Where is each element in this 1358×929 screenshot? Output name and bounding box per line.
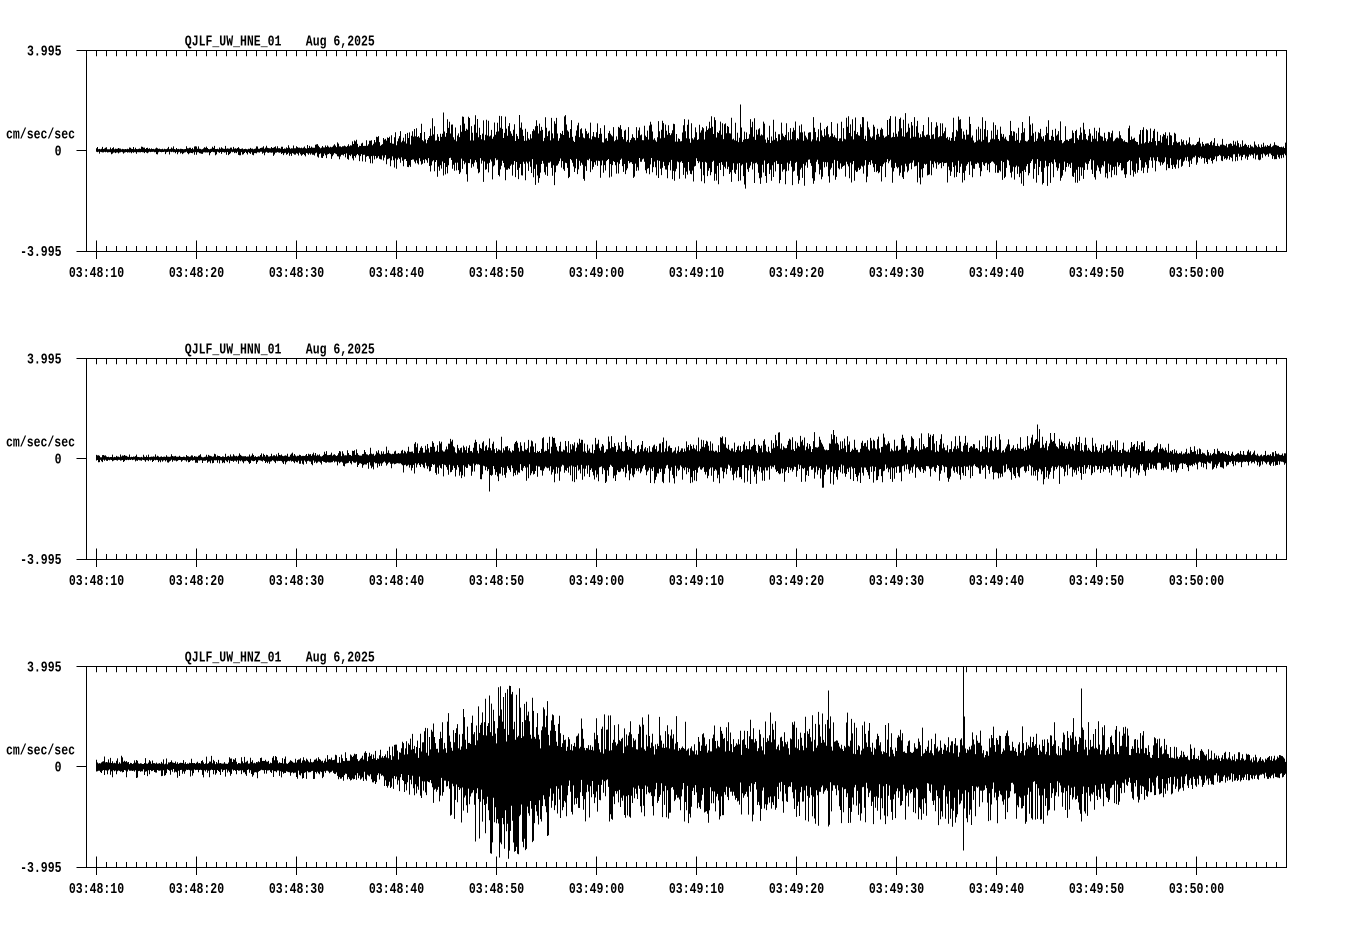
svg-text:03:49:50: 03:49:50 bbox=[1069, 265, 1124, 282]
svg-text:0: 0 bbox=[55, 144, 62, 161]
svg-text:03:48:50: 03:48:50 bbox=[469, 265, 524, 282]
svg-text:3.995: 3.995 bbox=[27, 352, 62, 369]
svg-text:03:48:20: 03:48:20 bbox=[169, 265, 224, 282]
svg-text:3.995: 3.995 bbox=[27, 44, 62, 61]
svg-text:0: 0 bbox=[55, 452, 62, 469]
svg-text:cm/sec/sec: cm/sec/sec bbox=[6, 743, 75, 760]
svg-text:3.995: 3.995 bbox=[27, 660, 62, 677]
svg-text:03:49:00: 03:49:00 bbox=[569, 265, 624, 282]
svg-text:03:49:20: 03:49:20 bbox=[769, 265, 824, 282]
svg-text:03:48:40: 03:48:40 bbox=[369, 265, 424, 282]
svg-text:03:48:40: 03:48:40 bbox=[369, 573, 424, 590]
svg-text:03:50:00: 03:50:00 bbox=[1169, 573, 1224, 590]
svg-text:03:49:30: 03:49:30 bbox=[869, 881, 924, 898]
svg-text:03:49:00: 03:49:00 bbox=[569, 881, 624, 898]
svg-text:03:48:30: 03:48:30 bbox=[269, 573, 324, 590]
svg-text:03:48:10: 03:48:10 bbox=[69, 265, 124, 282]
svg-text:-3.995: -3.995 bbox=[20, 860, 61, 877]
svg-text:03:49:20: 03:49:20 bbox=[769, 881, 824, 898]
svg-text:03:49:10: 03:49:10 bbox=[669, 265, 724, 282]
svg-text:03:48:10: 03:48:10 bbox=[69, 881, 124, 898]
svg-text:cm/sec/sec: cm/sec/sec bbox=[6, 127, 75, 144]
svg-text:03:48:50: 03:48:50 bbox=[469, 881, 524, 898]
svg-text:03:48:30: 03:48:30 bbox=[269, 265, 324, 282]
svg-text:QJLF_UW_HNZ_01: QJLF_UW_HNZ_01 bbox=[185, 650, 282, 667]
svg-text:03:48:10: 03:48:10 bbox=[69, 573, 124, 590]
svg-text:-3.995: -3.995 bbox=[20, 552, 61, 569]
svg-text:03:49:20: 03:49:20 bbox=[769, 573, 824, 590]
svg-text:03:50:00: 03:50:00 bbox=[1169, 265, 1224, 282]
svg-text:Aug 6,2025: Aug 6,2025 bbox=[306, 650, 375, 667]
svg-text:Aug 6,2025: Aug 6,2025 bbox=[306, 34, 375, 51]
svg-text:03:49:50: 03:49:50 bbox=[1069, 573, 1124, 590]
svg-text:03:49:40: 03:49:40 bbox=[969, 881, 1024, 898]
svg-text:cm/sec/sec: cm/sec/sec bbox=[6, 435, 75, 452]
svg-text:03:48:30: 03:48:30 bbox=[269, 881, 324, 898]
svg-text:03:48:20: 03:48:20 bbox=[169, 881, 224, 898]
svg-text:03:48:40: 03:48:40 bbox=[369, 881, 424, 898]
svg-text:03:49:40: 03:49:40 bbox=[969, 265, 1024, 282]
svg-text:03:49:30: 03:49:30 bbox=[869, 265, 924, 282]
svg-text:03:49:00: 03:49:00 bbox=[569, 573, 624, 590]
svg-text:03:48:20: 03:48:20 bbox=[169, 573, 224, 590]
svg-text:-3.995: -3.995 bbox=[20, 244, 61, 261]
svg-text:03:49:40: 03:49:40 bbox=[969, 573, 1024, 590]
svg-text:03:49:10: 03:49:10 bbox=[669, 573, 724, 590]
svg-text:03:49:30: 03:49:30 bbox=[869, 573, 924, 590]
svg-text:0: 0 bbox=[55, 760, 62, 777]
svg-text:03:49:10: 03:49:10 bbox=[669, 881, 724, 898]
svg-text:03:48:50: 03:48:50 bbox=[469, 573, 524, 590]
svg-text:03:50:00: 03:50:00 bbox=[1169, 881, 1224, 898]
svg-text:Aug 6,2025: Aug 6,2025 bbox=[306, 342, 375, 359]
svg-text:03:49:50: 03:49:50 bbox=[1069, 881, 1124, 898]
svg-text:QJLF_UW_HNN_01: QJLF_UW_HNN_01 bbox=[185, 342, 282, 359]
svg-text:QJLF_UW_HNE_01: QJLF_UW_HNE_01 bbox=[185, 34, 282, 51]
